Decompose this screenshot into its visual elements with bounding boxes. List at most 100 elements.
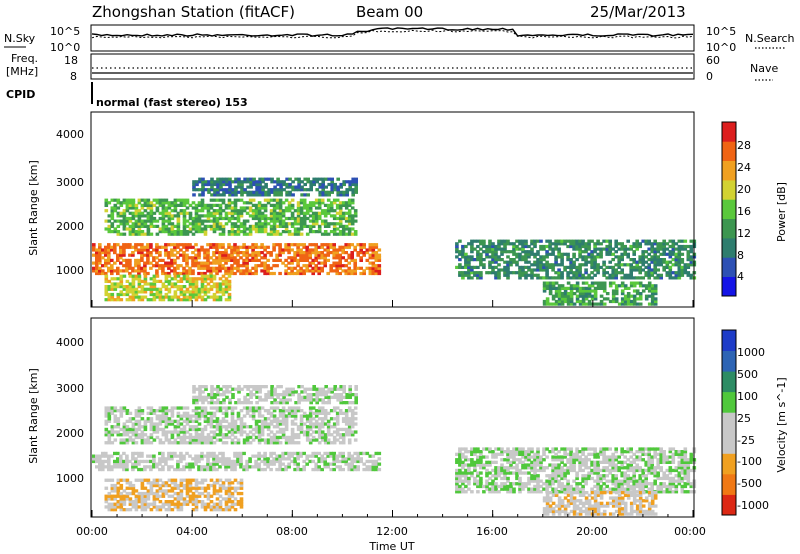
power-cell [554, 289, 559, 293]
power-cell [251, 243, 255, 247]
velocity-cell [371, 462, 376, 466]
velocity-cell [317, 435, 322, 440]
power-cell [338, 209, 343, 213]
velocity-cell [134, 478, 139, 482]
power-cell [233, 251, 237, 255]
power-cell [578, 276, 582, 280]
power-cell [572, 284, 577, 288]
power-cell [686, 273, 691, 277]
power-cell [632, 260, 636, 264]
velocity-cell [158, 486, 163, 490]
nsearch-tick-low: 10^0 [706, 41, 736, 54]
velocity-cell [128, 438, 133, 442]
power-cell [461, 271, 465, 275]
power-cell [116, 219, 121, 223]
power-cell [227, 269, 231, 273]
velocity-cell [275, 430, 280, 434]
power-cell [254, 214, 259, 218]
velocity-cell [455, 452, 459, 456]
power-cell [620, 289, 625, 293]
power-cell [302, 216, 307, 221]
power-cell [173, 271, 177, 276]
power-cell [482, 250, 486, 254]
power-cell [497, 242, 501, 246]
power-cell [365, 266, 370, 270]
power-cell [224, 253, 228, 257]
power-cell [231, 190, 235, 194]
power-cell [665, 260, 670, 264]
velocity-cell [216, 390, 220, 394]
velocity-cell [176, 433, 181, 437]
power-cell [242, 261, 246, 265]
power-cell [584, 258, 588, 262]
power-cell [626, 239, 630, 243]
power-cell [116, 285, 121, 289]
velocity-cell [125, 462, 129, 466]
velocity-cell [362, 451, 366, 456]
velocity-cell [149, 422, 154, 426]
power-ytick-1000: 1000 [56, 264, 84, 277]
velocity-cell [200, 465, 204, 469]
velocity-cell [122, 494, 127, 498]
power-cell [254, 209, 259, 213]
power-cell [647, 273, 651, 277]
velocity-cell [272, 462, 276, 466]
power-cell [275, 206, 280, 210]
power-cell [354, 190, 358, 194]
power-cell [530, 250, 534, 254]
velocity-cell [152, 481, 157, 485]
power-cell [623, 273, 627, 277]
power-cell [164, 261, 168, 265]
velocity-cell [140, 454, 144, 458]
velocity-cell [209, 508, 214, 512]
velocity-cell [164, 406, 169, 410]
power-cell [179, 230, 184, 234]
velocity-cell [458, 452, 462, 456]
velocity-cell [158, 462, 162, 466]
power-cell [266, 201, 271, 205]
velocity-cell [260, 438, 265, 442]
velocity-cell [243, 395, 247, 399]
power-cell [650, 286, 655, 290]
power-cell [509, 260, 513, 264]
power-cell [296, 219, 301, 223]
power-cell [149, 285, 154, 289]
power-cell [656, 242, 660, 246]
power-cell [338, 222, 343, 226]
velocity-cell [194, 406, 199, 410]
power-cell [563, 268, 567, 272]
velocity-cell [467, 463, 471, 467]
power-cell [302, 251, 306, 255]
velocity-cell [236, 486, 241, 490]
power-cell [200, 198, 205, 202]
velocity-cell [455, 482, 459, 486]
velocity-cell [143, 465, 147, 469]
power-cell [239, 256, 243, 260]
power-cell [194, 222, 199, 226]
power-cell [293, 219, 298, 223]
power-cell [293, 222, 298, 226]
power-cell [212, 269, 216, 273]
velocity-cell [131, 422, 136, 426]
velocity-cell [170, 406, 175, 410]
velocity-cell [122, 500, 127, 504]
station-title: Zhongshan Station (fitACF) [92, 3, 295, 21]
power-cell [524, 260, 528, 264]
power-cell [131, 285, 136, 289]
power-cell [305, 203, 310, 207]
power-cell [584, 260, 588, 264]
power-cell [581, 276, 585, 280]
power-cell [578, 292, 583, 296]
power-cell [608, 247, 612, 251]
power-cell [524, 276, 528, 280]
power-cell [98, 251, 102, 255]
velocity-cell [113, 414, 118, 418]
power-cell [290, 214, 295, 218]
power-cell [158, 198, 163, 202]
power-cell [290, 222, 295, 226]
velocity-cell [146, 406, 151, 410]
velocity-cell [291, 390, 295, 394]
power-cell [521, 265, 525, 269]
velocity-cell [246, 401, 250, 405]
power-cell [296, 271, 300, 276]
